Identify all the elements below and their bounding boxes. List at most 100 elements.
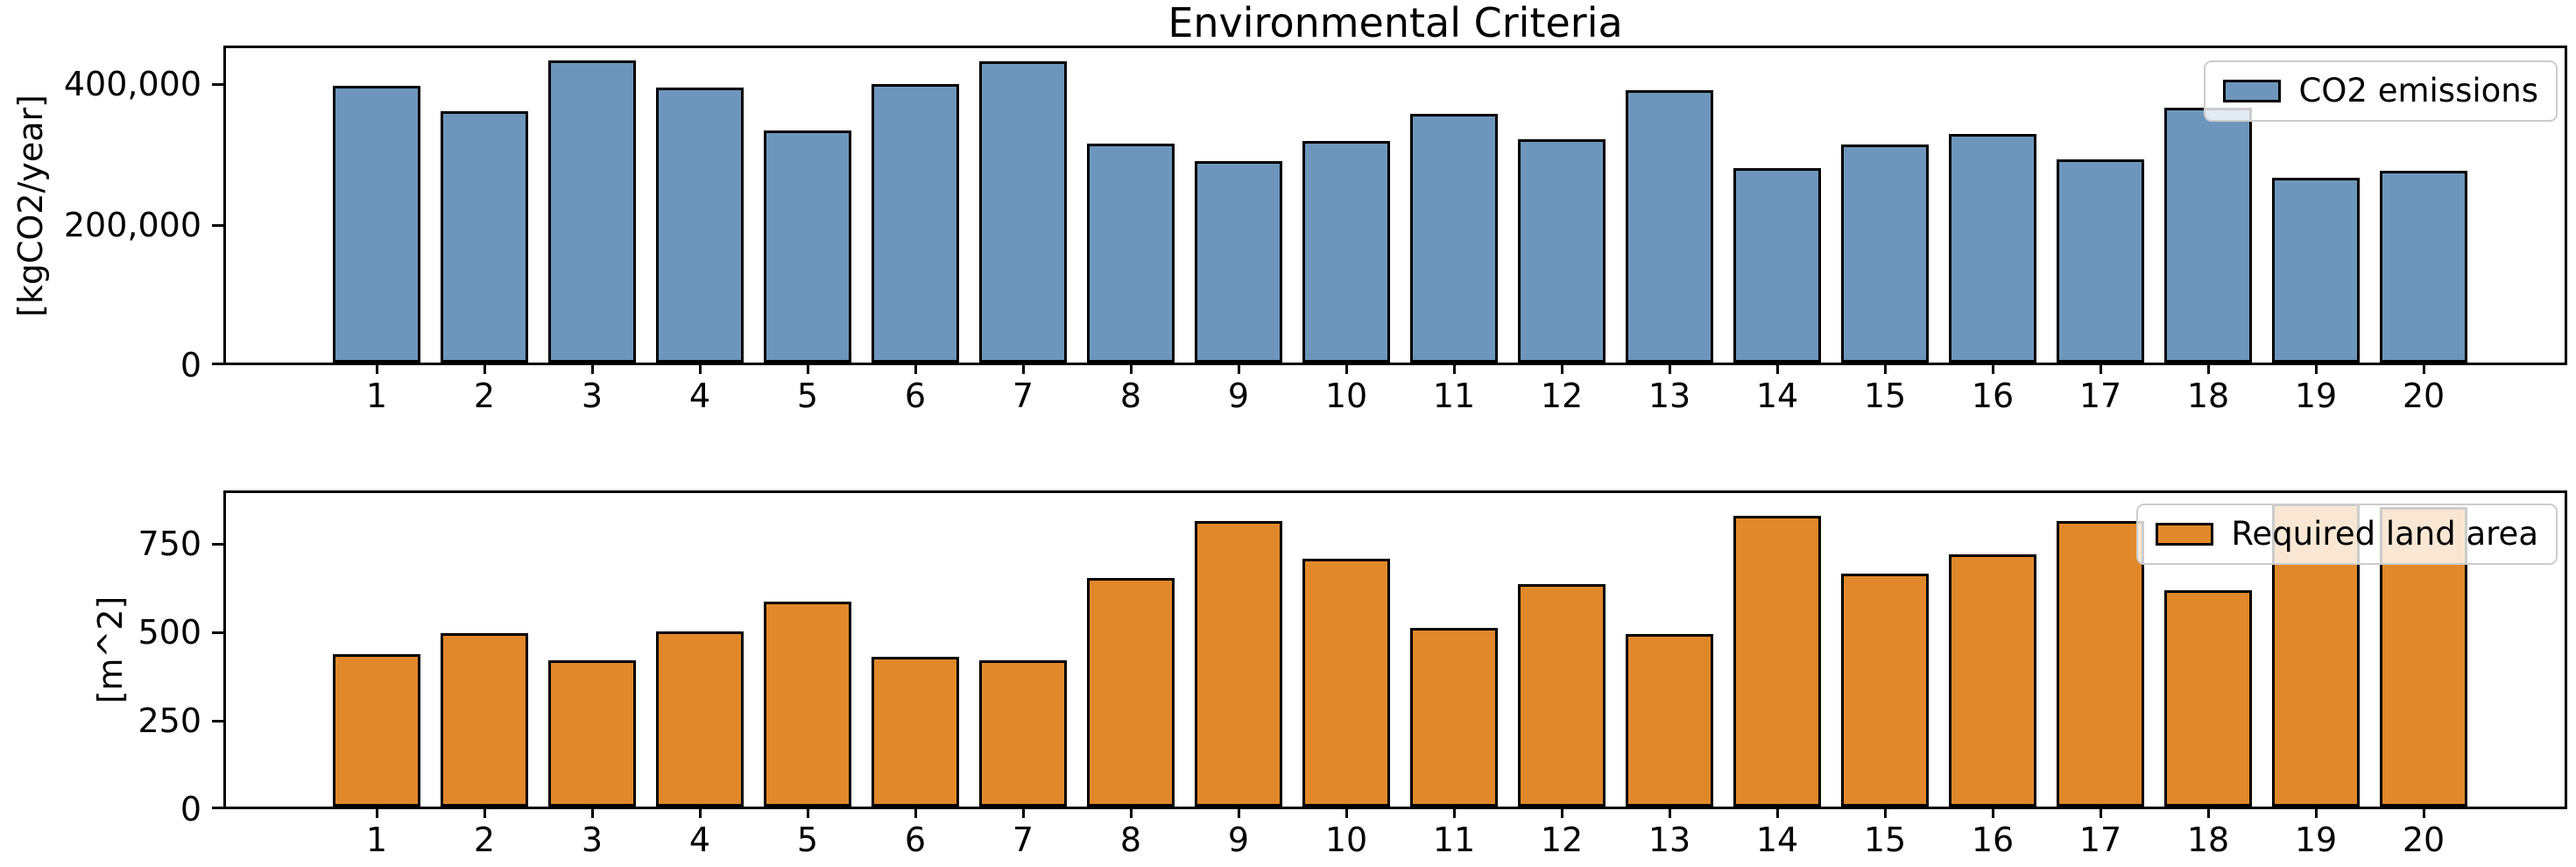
x-tick-label: 5 (796, 377, 819, 415)
bar-11 (1410, 628, 1498, 807)
x-tick-label: 16 (1971, 821, 2015, 859)
x-tick (1453, 363, 1456, 374)
x-tick (1238, 807, 1240, 818)
x-tick (1238, 363, 1240, 374)
x-tick (376, 363, 378, 374)
bar-13 (1626, 90, 1713, 363)
co2-plot-area: [kgCO2/year] 1 2 3 4 5 6 7 8 9 10 11 12 13 14 15 16 17 18… (11, 46, 2567, 415)
x-tick-label: 20 (2402, 821, 2445, 859)
x-tick-label: 1 (365, 377, 388, 415)
x-tick (1669, 807, 1671, 818)
x-tick (591, 363, 594, 374)
bar-5 (764, 602, 851, 807)
bar-1 (333, 86, 420, 363)
y-tick-label: 400,000 (63, 65, 201, 103)
bar-8 (1087, 144, 1175, 363)
x-tick-label: 12 (1540, 821, 1584, 859)
x-tick-label: 17 (2078, 377, 2122, 415)
y-tick-label: 750 (138, 525, 201, 563)
x-tick (2423, 363, 2425, 374)
x-tick-label: 7 (1012, 821, 1034, 859)
land-area-plot-area: [m^2] 1 2 3 4 5 6 7 8 9 10 11 12 13 14 15 16 17 18 19 20 0 25… (91, 490, 2567, 859)
co2-legend-swatch (2223, 80, 2282, 102)
x-tick (914, 807, 917, 818)
x-tick-label: 2 (473, 821, 496, 859)
x-tick (1022, 807, 1025, 818)
bar-7 (979, 660, 1067, 807)
x-tick (1992, 807, 1994, 818)
x-tick (2423, 807, 2425, 818)
x-tick-label: 1 (365, 821, 388, 859)
x-tick (1884, 363, 1887, 374)
bar-14 (1733, 516, 1821, 807)
bar-16 (1949, 554, 2036, 807)
x-tick-label: 5 (796, 821, 819, 859)
bar-3 (548, 660, 636, 807)
y-tick (212, 543, 223, 546)
x-tick (2315, 363, 2318, 374)
bar-12 (1518, 139, 1606, 363)
bar-18 (2164, 108, 2252, 363)
x-tick (699, 363, 702, 374)
bar-6 (872, 657, 959, 807)
x-tick-label: 3 (581, 377, 603, 415)
x-tick (2100, 363, 2102, 374)
x-tick-label: 13 (1648, 821, 1691, 859)
y-tick-label: 250 (138, 701, 201, 740)
x-tick (1561, 363, 1563, 374)
y-tick (212, 363, 223, 365)
bar-10 (1302, 141, 1390, 363)
x-tick-label: 11 (1432, 377, 1476, 415)
bar-6 (872, 84, 959, 363)
y-tick-label: 0 (180, 346, 201, 384)
bar-18 (2164, 590, 2252, 807)
x-tick (1669, 363, 1671, 374)
x-tick-label: 19 (2294, 377, 2338, 415)
x-tick-label: 6 (904, 821, 927, 859)
x-tick-label: 16 (1971, 377, 2015, 415)
x-tick-label: 8 (1119, 821, 1142, 859)
x-tick (2207, 363, 2210, 374)
x-tick-label: 4 (688, 821, 711, 859)
bar-7 (979, 61, 1067, 363)
x-tick (591, 807, 594, 818)
x-tick (2315, 807, 2318, 818)
bar-3 (548, 60, 636, 363)
x-tick-label: 4 (688, 377, 711, 415)
x-tick-label: 15 (1863, 377, 1907, 415)
bar-2 (441, 633, 528, 807)
x-tick-label: 19 (2294, 821, 2338, 859)
bar-4 (656, 631, 744, 807)
x-tick (1130, 807, 1133, 818)
x-tick (807, 807, 809, 818)
bar-2 (441, 111, 528, 363)
bar-5 (764, 130, 851, 363)
land-area-legend: Required land area (2136, 504, 2558, 565)
x-tick-label: 18 (2186, 377, 2230, 415)
x-tick (2100, 807, 2102, 818)
x-tick-label: 6 (904, 377, 927, 415)
y-tick (212, 807, 223, 809)
bar-19 (2272, 178, 2360, 363)
x-tick-label: 10 (1324, 821, 1368, 859)
x-tick-label: 2 (473, 377, 496, 415)
x-tick (1345, 363, 1348, 374)
x-tick-label: 9 (1227, 377, 1250, 415)
x-tick (699, 807, 702, 818)
chart-title: Environmental Criteria (1168, 0, 1623, 46)
y-tick (212, 720, 223, 722)
bar-10 (1302, 559, 1390, 807)
x-tick (1022, 363, 1025, 374)
x-tick (1884, 807, 1887, 818)
x-tick-label: 10 (1324, 377, 1368, 415)
bar-15 (1841, 574, 1929, 807)
y-tick (212, 224, 223, 227)
x-tick-label: 15 (1863, 821, 1907, 859)
y-tick (212, 83, 223, 86)
x-tick (376, 807, 378, 818)
x-tick (1776, 807, 1779, 818)
x-tick-label: 8 (1119, 377, 1142, 415)
bar-14 (1733, 168, 1821, 363)
y-tick-label: 0 (180, 790, 201, 828)
